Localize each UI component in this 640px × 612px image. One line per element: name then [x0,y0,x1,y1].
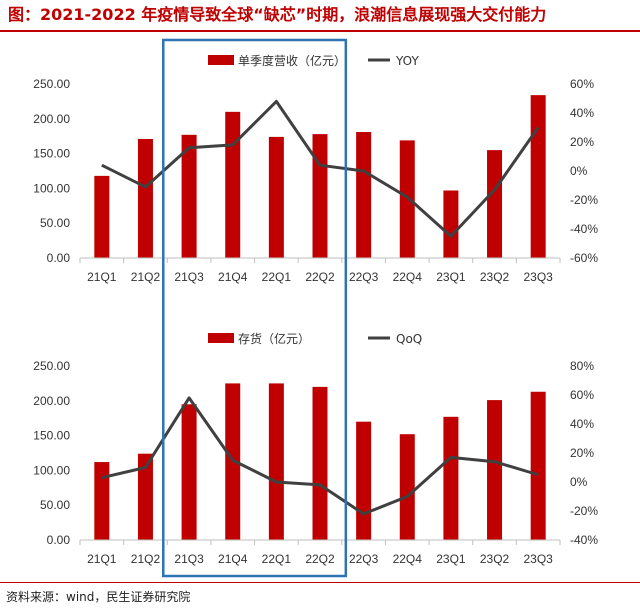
left-tick-label: 200.00 [33,394,70,408]
legend-line-label: QoQ [396,332,422,346]
category-label: 21Q4 [218,552,248,566]
category-label: 22Q2 [305,552,335,566]
category-label: 22Q2 [305,270,335,284]
bar [399,434,415,540]
bar [268,383,284,540]
bar [94,175,110,258]
left-tick-label: 50.00 [40,216,70,230]
category-label: 23Q1 [436,552,466,566]
category-label: 21Q1 [87,270,117,284]
legend-bar-label: 存货（亿元） [238,331,310,346]
bar [443,416,459,540]
right-tick-label: 60% [570,77,594,91]
right-tick-label: -60% [570,251,598,265]
category-label: 23Q3 [524,552,554,566]
legend-bar-label: 单季度营收（亿元） [238,53,346,68]
bar [487,400,503,540]
right-tick-label: 0% [570,164,588,178]
bar [443,190,459,258]
category-label: 21Q1 [87,552,117,566]
bar [181,134,197,258]
bar [487,150,503,258]
right-tick-label: 20% [570,135,594,149]
bar [181,404,197,540]
right-tick-label: -20% [570,504,598,518]
category-label: 21Q2 [131,270,161,284]
line-series-YOY [101,99,540,238]
left-tick-label: 250.00 [33,359,70,373]
category-label: 22Q4 [393,270,423,284]
line-series-QoQ [101,396,539,516]
bar [312,134,328,258]
legend-line-label: YOY [395,54,419,68]
bar [530,391,546,540]
category-label: 23Q2 [480,552,510,566]
bar [137,453,153,540]
category-label: 23Q1 [436,270,466,284]
left-tick-label: 100.00 [33,181,70,195]
left-tick-label: 250.00 [33,77,70,91]
category-label: 22Q4 [393,552,423,566]
right-tick-label: -20% [570,193,598,207]
left-tick-label: 150.00 [33,147,70,161]
title-divider [0,30,640,32]
right-tick-label: 60% [570,388,594,402]
category-label: 22Q1 [262,552,292,566]
right-tick-label: 20% [570,446,594,460]
right-tick-label: 80% [570,359,594,373]
right-tick-label: 40% [570,106,594,120]
bar [530,95,546,258]
category-label: 21Q4 [218,270,248,284]
bar [312,386,328,540]
legend-bar-swatch [208,55,234,65]
bar [399,140,415,258]
category-label: 21Q2 [131,552,161,566]
left-tick-label: 50.00 [40,498,70,512]
left-tick-label: 0.00 [47,533,71,547]
right-tick-label: -40% [570,222,598,236]
category-label: 22Q3 [349,552,379,566]
right-tick-label: 0% [570,475,588,489]
source-divider [0,582,640,583]
category-label: 22Q1 [262,270,292,284]
left-tick-label: 0.00 [47,251,71,265]
highlight-box-21Q3-22Q2 [162,38,348,578]
legend-bar-swatch [208,333,234,343]
right-tick-label: -40% [570,533,598,547]
left-tick-label: 200.00 [33,112,70,126]
bar [356,421,372,540]
chart-panel-2: 0.00 50.00 100.00 150.00 200.00 250.00 -40% -20… [33,331,598,566]
left-tick-label: 100.00 [33,463,70,477]
bar [94,462,110,540]
bar [356,132,372,258]
category-label: 22Q3 [349,270,379,284]
bar [268,136,284,258]
category-label: 23Q2 [480,270,510,284]
right-tick-label: 40% [570,417,594,431]
left-tick-label: 150.00 [33,429,70,443]
bar [225,111,241,258]
source-note: 资料来源：wind，民生证券研究院 [6,590,191,604]
figure-title: 图：2021-2022 年疫情导致全球“缺芯”时期，浪潮信息展现强大交付能力 [8,5,547,24]
category-label: 21Q3 [174,552,204,566]
chart-panel-1: 0.00 50.00 100.00 150.00 200.00 250.00 -60% -40… [33,53,598,284]
category-label: 21Q3 [174,270,204,284]
category-label: 23Q3 [524,270,554,284]
bar [137,138,153,258]
